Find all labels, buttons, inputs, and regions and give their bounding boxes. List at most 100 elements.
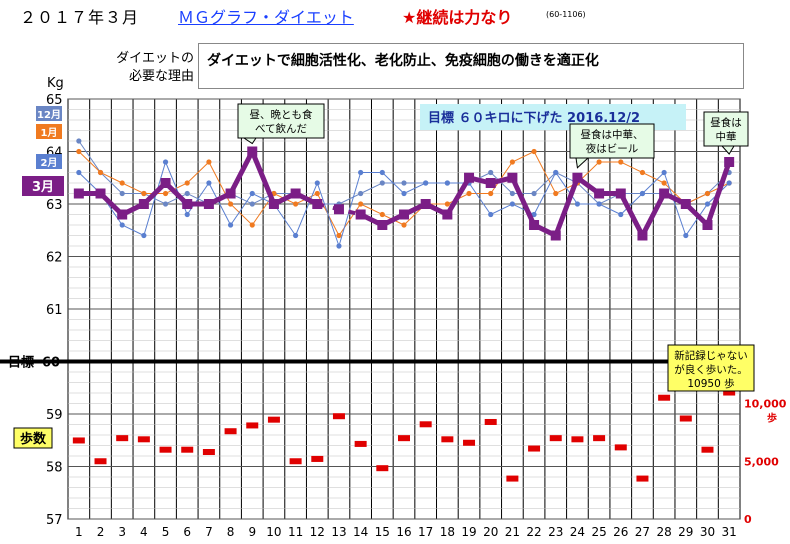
step-marker (73, 437, 85, 443)
x-tick-label: 13 (331, 525, 346, 539)
series-point (529, 220, 539, 230)
x-tick-label: 24 (570, 525, 585, 539)
series-point (531, 191, 536, 196)
callout-text: 新記録じゃない (674, 349, 748, 362)
series-point (120, 191, 125, 196)
series-point (139, 199, 149, 209)
y-tick-label: 62 (46, 251, 63, 266)
x-tick-label: 26 (613, 525, 628, 539)
step-marker (203, 449, 215, 455)
x-tick-label: 2 (97, 525, 105, 539)
step-marker (138, 436, 150, 442)
series-point (185, 191, 190, 196)
series-point (206, 159, 211, 164)
steps-axis-tick-label: 10,000 (744, 398, 787, 411)
y-tick-label: 58 (46, 461, 63, 476)
series-point (618, 159, 623, 164)
step-marker (398, 435, 410, 441)
series-point (336, 243, 341, 248)
callout-text: が良く歩いた。 (674, 363, 748, 376)
series-point (228, 222, 233, 227)
step-marker (506, 476, 518, 482)
series-point (637, 231, 647, 241)
series-point (250, 191, 255, 196)
x-tick-label: 3 (118, 525, 126, 539)
callout-note-steps: 新記録じゃないが良く歩いた。10950 歩 (668, 345, 754, 391)
step-marker (701, 447, 713, 453)
series-point (161, 178, 171, 188)
series-point (380, 212, 385, 217)
x-tick-label: 18 (440, 525, 455, 539)
series-point (141, 191, 146, 196)
series-point (380, 170, 385, 175)
series-point (356, 210, 366, 220)
series-point (269, 199, 279, 209)
series-point (74, 189, 84, 199)
series-point (531, 149, 536, 154)
series-point (163, 159, 168, 164)
step-marker (528, 446, 540, 452)
steps-axis-unit: 歩 (767, 412, 777, 425)
series-point (163, 201, 168, 206)
x-tick-label: 20 (483, 525, 498, 539)
x-tick-label: 10 (266, 525, 281, 539)
legend-label: 3月 (32, 180, 54, 195)
step-marker (160, 447, 172, 453)
step-marker (615, 444, 627, 450)
series-point (76, 170, 81, 175)
legend-12月: 12月 (36, 106, 62, 121)
series-point (596, 201, 601, 206)
series-point (401, 191, 406, 196)
series-point (76, 138, 81, 143)
legend-label: 12月 (37, 109, 61, 121)
series-point (724, 157, 734, 167)
callout-note-day9: 昼、晩とも食べて飲んだ (238, 104, 324, 144)
step-marker (571, 436, 583, 442)
series-point (616, 189, 626, 199)
step-marker (290, 458, 302, 464)
step-marker (376, 465, 388, 471)
series-point (705, 191, 710, 196)
series-point (250, 222, 255, 227)
series-point (141, 233, 146, 238)
target-label: 目標 (8, 355, 34, 371)
series-point (334, 204, 344, 214)
grid (68, 99, 740, 519)
x-tick-label: 15 (375, 525, 390, 539)
step-marker (658, 395, 670, 401)
legend-label: 1月 (41, 127, 58, 139)
series-point (572, 173, 582, 183)
legend-1月: 1月 (36, 124, 62, 139)
series-point (445, 180, 450, 185)
series-point (401, 180, 406, 185)
x-tick-label: 19 (461, 525, 476, 539)
step-marker (441, 436, 453, 442)
series-point (226, 189, 236, 199)
x-tick-label: 7 (205, 525, 213, 539)
series-point (291, 189, 301, 199)
series-point (702, 220, 712, 230)
series-point (681, 199, 691, 209)
series-point (163, 191, 168, 196)
series-point (727, 180, 732, 185)
y-tick-label: 65 (46, 93, 63, 108)
series-point (486, 178, 496, 188)
series-point (683, 233, 688, 238)
step-marker (95, 458, 107, 464)
x-tick-label: 1 (75, 525, 83, 539)
x-tick-label: 23 (548, 525, 563, 539)
step-marker (181, 447, 193, 453)
series-point (662, 180, 667, 185)
series-point (250, 201, 255, 206)
series-point (488, 191, 493, 196)
steps-axis-tick-label: 0 (744, 513, 752, 526)
callout-text: 昼食は (710, 116, 742, 129)
x-tick-label: 29 (678, 525, 693, 539)
step-marker (636, 476, 648, 482)
series-point (705, 201, 710, 206)
x-tick-label: 5 (162, 525, 170, 539)
series-point (445, 201, 450, 206)
callout-text: 夜はビール (586, 142, 639, 155)
x-tick-label: 17 (418, 525, 433, 539)
